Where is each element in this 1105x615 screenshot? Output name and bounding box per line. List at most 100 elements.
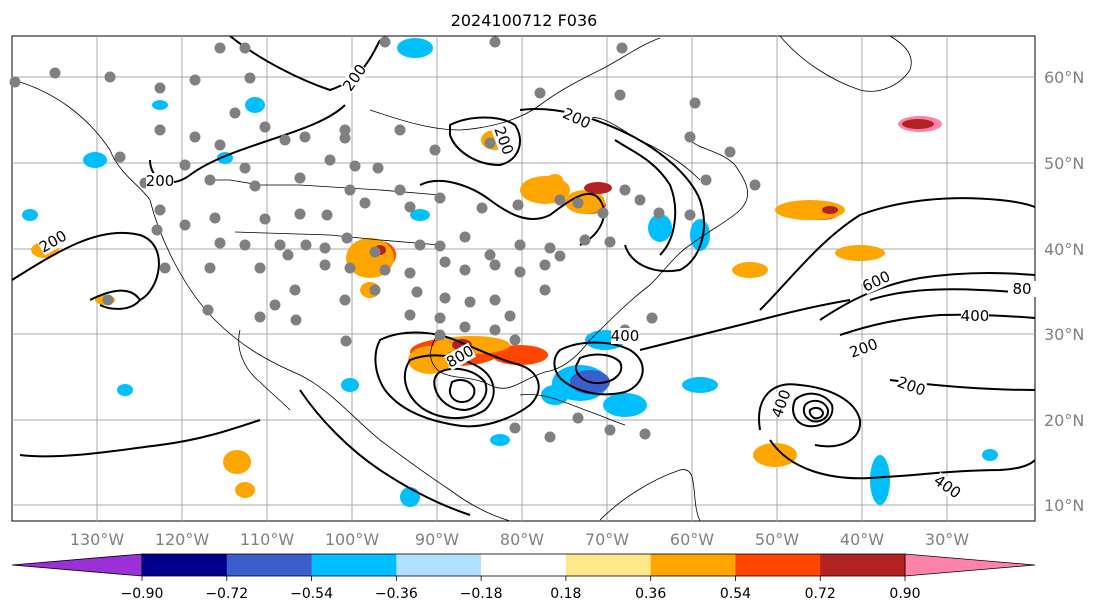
station-marker (434, 192, 446, 204)
contour-line (299, 389, 471, 516)
station-marker (9, 76, 21, 88)
colorbar-segment (481, 554, 567, 576)
station-marker (254, 262, 266, 274)
coastline (19, 81, 511, 522)
contour-line (19, 419, 261, 458)
coastline (234, 231, 441, 246)
station-marker (604, 424, 616, 436)
station-marker (339, 132, 351, 144)
longitude-label: 60°W (670, 530, 714, 549)
station-marker (484, 137, 496, 149)
colorbar-tick-label: −0.18 (460, 586, 503, 602)
contour-line (89, 289, 142, 310)
colorbar-tick-label: 0.54 (720, 586, 751, 602)
shaded-anomaly (648, 214, 672, 242)
station-marker (159, 262, 171, 274)
shaded-anomaly (775, 200, 845, 220)
station-marker (646, 312, 658, 324)
station-marker (341, 232, 353, 244)
station-marker (619, 184, 631, 196)
shaded-anomaly (117, 384, 133, 396)
station-marker (339, 124, 351, 136)
station-marker (459, 264, 471, 276)
shaded-anomaly (822, 206, 838, 214)
station-marker (244, 72, 256, 84)
station-marker (229, 107, 241, 119)
colorbar-segment (311, 554, 397, 576)
contour-label-bg (1008, 281, 1036, 297)
station-marker (179, 159, 191, 171)
station-marker (300, 239, 312, 251)
contour-line (802, 399, 830, 423)
station-marker (379, 264, 391, 276)
station-marker (749, 179, 761, 191)
station-marker (239, 239, 251, 251)
station-marker (459, 231, 471, 243)
station-marker (269, 299, 281, 311)
coastline (369, 37, 661, 131)
contour-label-bg (611, 328, 639, 344)
shaded-anomaly (152, 100, 168, 110)
shaded-anomaly (235, 482, 255, 498)
station-marker (484, 249, 496, 261)
station-marker (509, 334, 521, 346)
station-marker (434, 312, 446, 324)
colorbar: −0.90 −0.72 −0.54 −0.36 −0.18 0.18 0.36 0.54 0.7… (11, 553, 1036, 602)
station-marker (154, 82, 166, 94)
station-marker (539, 259, 551, 271)
station-marker (204, 262, 216, 274)
colorbar-segment (820, 554, 906, 576)
station-marker (554, 194, 566, 206)
contour-label-bg (768, 387, 794, 420)
colorbar-segment (142, 554, 228, 576)
station-marker (49, 67, 61, 79)
shaded-anomaly (400, 487, 420, 507)
station-marker (369, 284, 381, 296)
contour-label-bg (895, 373, 928, 399)
station-marker (102, 294, 114, 306)
contour-label-bg (491, 124, 517, 157)
contour-label: 80 (1012, 280, 1031, 298)
station-marker (489, 36, 501, 48)
station-marker (404, 201, 416, 213)
contour-line (374, 331, 540, 428)
shaded-anomaly (341, 378, 359, 392)
station-marker (572, 197, 584, 209)
station-marker (209, 212, 221, 224)
map-panel: 2002002002002002004004004004006008008020… (9, 35, 1036, 522)
station-marker (214, 42, 226, 54)
contour-label: 200 (146, 172, 175, 190)
contour-label-bg (340, 61, 370, 94)
shaded-anomaly (732, 262, 768, 278)
contour-line (758, 383, 862, 448)
longitude-label: 70°W (585, 530, 629, 549)
station-marker (274, 239, 286, 251)
station-marker (509, 422, 521, 434)
shaded-anomaly (902, 119, 934, 129)
station-marker (339, 294, 351, 306)
station-marker (614, 89, 626, 101)
shaded-anomaly (547, 174, 563, 186)
station-marker (544, 431, 556, 443)
contour-label-bg (931, 472, 964, 502)
contour-line (449, 116, 521, 167)
contour-label-bg (961, 308, 989, 324)
latitude-label: 40°N (1044, 240, 1084, 259)
contour-line (614, 139, 677, 256)
longitude-labels: 130°W 120°W 110°W 100°W 90°W 80°W 70°W 60°W 50°W… (70, 530, 969, 549)
colorbar-tick-label: 0.18 (550, 586, 581, 602)
shaded-anomaly (982, 449, 998, 461)
latitude-label: 50°N (1044, 154, 1084, 173)
station-marker (434, 329, 446, 341)
station-marker (154, 204, 166, 216)
station-marker (299, 131, 311, 143)
colorbar-tick-label: −0.36 (375, 586, 418, 602)
station-marker (214, 139, 226, 151)
longitude-label: 50°W (755, 530, 799, 549)
contour-label-bg (860, 268, 893, 295)
longitude-label: 120°W (155, 530, 210, 549)
station-marker (634, 194, 646, 206)
shaded-anomaly (584, 182, 612, 194)
station-marker (394, 124, 406, 136)
